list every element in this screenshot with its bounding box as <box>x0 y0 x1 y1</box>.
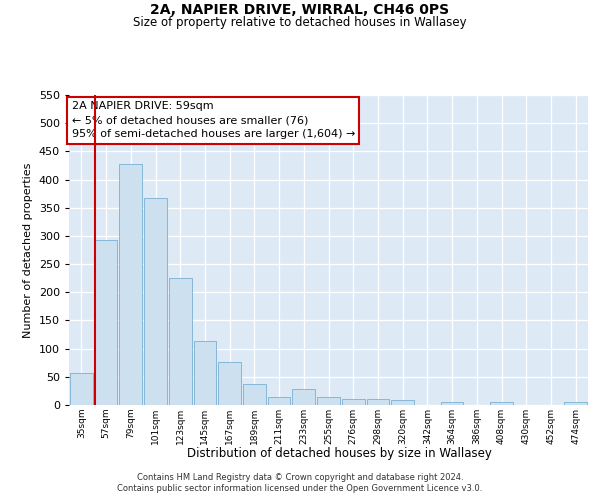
Text: Distribution of detached houses by size in Wallasey: Distribution of detached houses by size … <box>187 448 491 460</box>
Bar <box>441 402 463 405</box>
Bar <box>292 389 315 405</box>
Bar <box>218 362 241 405</box>
Bar <box>169 278 191 405</box>
Bar <box>490 402 513 405</box>
Bar <box>367 400 389 405</box>
Bar <box>144 198 167 405</box>
Text: 2A, NAPIER DRIVE, WIRRAL, CH46 0PS: 2A, NAPIER DRIVE, WIRRAL, CH46 0PS <box>151 2 449 16</box>
Bar <box>243 384 266 405</box>
Text: Size of property relative to detached houses in Wallasey: Size of property relative to detached ho… <box>133 16 467 29</box>
Bar <box>317 396 340 405</box>
Bar <box>342 400 365 405</box>
Text: 2A NAPIER DRIVE: 59sqm
← 5% of detached houses are smaller (76)
95% of semi-deta: 2A NAPIER DRIVE: 59sqm ← 5% of detached … <box>71 101 355 139</box>
Bar <box>268 396 290 405</box>
Bar <box>194 342 216 405</box>
Bar <box>95 240 118 405</box>
Bar <box>119 164 142 405</box>
Text: Contains public sector information licensed under the Open Government Licence v3: Contains public sector information licen… <box>118 484 482 493</box>
Y-axis label: Number of detached properties: Number of detached properties <box>23 162 33 338</box>
Bar <box>564 402 587 405</box>
Bar <box>70 373 93 405</box>
Bar <box>391 400 414 405</box>
Text: Contains HM Land Registry data © Crown copyright and database right 2024.: Contains HM Land Registry data © Crown c… <box>137 472 463 482</box>
